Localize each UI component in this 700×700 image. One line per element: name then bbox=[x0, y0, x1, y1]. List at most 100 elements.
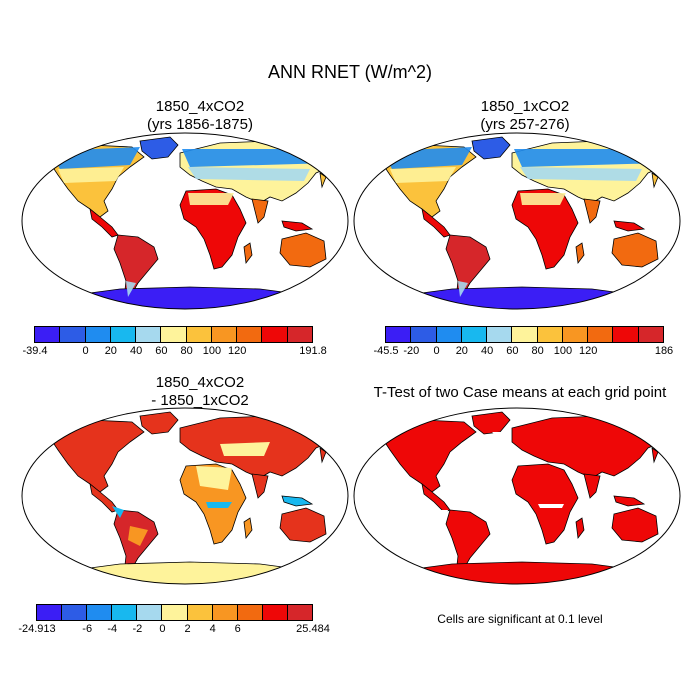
map-panel-2 bbox=[353, 132, 681, 310]
colorbar-3-label: 4 bbox=[209, 623, 216, 635]
colorbar-2-box bbox=[536, 326, 563, 343]
panel-2-title-line2: (yrs 257-276) bbox=[480, 116, 570, 133]
continent-australia bbox=[611, 232, 659, 268]
continent-camerica bbox=[89, 208, 119, 238]
colorbar-1-box bbox=[84, 326, 111, 343]
colorbar-3: -24.913 -6 -4 -2 0 2 4 6 25.484 bbox=[18, 604, 330, 637]
panel-3-title-line1: 1850_4xCO2 bbox=[155, 374, 245, 391]
continent-australia bbox=[279, 232, 327, 268]
continent-indonesia bbox=[281, 495, 314, 507]
colorbar-3-label: -6 bbox=[82, 623, 93, 635]
colorbar-3-label: -2 bbox=[132, 623, 143, 635]
panel-4-title: T-Test of two Case means at each grid po… bbox=[350, 384, 690, 402]
continent-india bbox=[251, 198, 269, 224]
colorbar-3-box bbox=[36, 604, 63, 621]
continent-australia bbox=[279, 507, 327, 543]
continent-madagascar bbox=[243, 517, 253, 540]
continent-india bbox=[583, 198, 601, 224]
continent-namerica bbox=[379, 419, 477, 493]
map-panel-3 bbox=[21, 407, 349, 585]
climate-band bbox=[520, 167, 642, 181]
continent-australia bbox=[611, 507, 659, 543]
insignificant-cells bbox=[436, 510, 448, 518]
insignificant-cells bbox=[492, 432, 502, 438]
colorbar-1-boxes bbox=[34, 326, 313, 343]
colorbar-3-label: -24.913 bbox=[18, 623, 56, 635]
panel-1-title: 1850_4xCO2 (yrs 1856-1875) bbox=[50, 98, 350, 134]
colorbar-3-box bbox=[136, 604, 163, 621]
colorbar-3-box bbox=[86, 604, 113, 621]
map-frame bbox=[21, 407, 349, 585]
panel-1-title-line2: (yrs 1856-1875) bbox=[147, 116, 253, 133]
colorbar-1-label: 20 bbox=[104, 345, 117, 357]
colorbar-3-box bbox=[111, 604, 138, 621]
colorbar-2-box bbox=[410, 326, 437, 343]
continent-indonesia bbox=[613, 220, 646, 232]
colorbar-2-boxes bbox=[385, 326, 664, 343]
continent-greenland bbox=[139, 411, 179, 435]
continent-greenland bbox=[139, 136, 179, 160]
continent-japan bbox=[319, 172, 327, 189]
colorbar-2: -45.5 -20 0 20 40 60 80 100 120 186 bbox=[373, 326, 673, 359]
colorbar-1-box bbox=[286, 326, 313, 343]
continent-madagascar bbox=[575, 517, 585, 540]
colorbar-3-box bbox=[161, 604, 188, 621]
colorbar-1-label: 40 bbox=[129, 345, 143, 357]
continent-newzealand bbox=[331, 535, 339, 550]
continent-camerica bbox=[421, 208, 451, 238]
colorbar-2-box bbox=[385, 326, 412, 343]
continent-africa bbox=[511, 188, 579, 270]
colorbar-3-label: 25.484 bbox=[296, 623, 330, 635]
insignificant-cells bbox=[538, 504, 564, 508]
colorbar-1-label: -39.4 bbox=[22, 345, 48, 357]
continent-newzealand bbox=[663, 535, 671, 550]
anomaly-patch bbox=[220, 442, 270, 456]
colorbar-3-label: 2 bbox=[184, 623, 191, 635]
colorbar-2-box bbox=[561, 326, 589, 343]
continent-africa bbox=[179, 188, 247, 270]
figure-title: ANN RNET (W/m^2) bbox=[267, 62, 433, 82]
colorbar-3-label: 6 bbox=[234, 623, 241, 635]
colorbar-2-label: 100 bbox=[553, 345, 573, 357]
colorbar-1-label: 120 bbox=[227, 345, 247, 357]
continent-india bbox=[251, 473, 269, 499]
colorbar-2-label: 186 bbox=[654, 345, 674, 357]
climate-band bbox=[390, 167, 456, 183]
continent-indonesia bbox=[613, 495, 646, 507]
anomaly-patch bbox=[112, 506, 124, 518]
colorbar-2-box bbox=[637, 326, 664, 343]
colorbar-3-boxes bbox=[36, 604, 314, 621]
panel-4-title-line1: T-Test of two Case means at each grid po… bbox=[373, 384, 667, 401]
colorbar-2-label: 60 bbox=[506, 345, 519, 357]
continent-madagascar bbox=[243, 242, 253, 265]
continent-madagascar bbox=[575, 242, 585, 265]
panel-3-title: 1850_4xCO2 - 1850_1xCO2 bbox=[50, 374, 350, 410]
colorbar-3-box bbox=[61, 604, 88, 621]
climate-band bbox=[458, 281, 468, 297]
climate-band bbox=[188, 193, 234, 205]
colorbar-3-labels: -24.913 -6 -4 -2 0 2 4 6 25.484 bbox=[18, 621, 329, 637]
continent-newzealand bbox=[331, 260, 339, 275]
climate-band bbox=[514, 149, 670, 167]
map-panel-1 bbox=[21, 132, 349, 310]
colorbar-1-box bbox=[261, 326, 288, 343]
colorbar-1-label: 80 bbox=[180, 345, 193, 357]
colorbar-2-label: 40 bbox=[480, 345, 494, 357]
map-panel-4 bbox=[353, 407, 681, 585]
colorbar-2-label: -20 bbox=[403, 345, 420, 357]
colorbar-2-label: 80 bbox=[531, 345, 544, 357]
climate-band bbox=[182, 149, 338, 167]
continent-japan bbox=[651, 447, 659, 464]
colorbar-1-label: 0 bbox=[82, 345, 89, 357]
continent-newzealand bbox=[663, 260, 671, 275]
continent-japan bbox=[319, 447, 327, 464]
colorbar-2-box bbox=[460, 326, 488, 343]
colorbar-3-box bbox=[286, 604, 314, 621]
continent-namerica bbox=[47, 419, 145, 493]
colorbar-1-label: 100 bbox=[202, 345, 222, 357]
climate-band bbox=[126, 281, 136, 297]
continent-india bbox=[583, 473, 601, 499]
anomaly-patch bbox=[206, 502, 232, 508]
colorbar-3-box bbox=[236, 604, 263, 621]
colorbar-3-label: -4 bbox=[107, 623, 118, 635]
